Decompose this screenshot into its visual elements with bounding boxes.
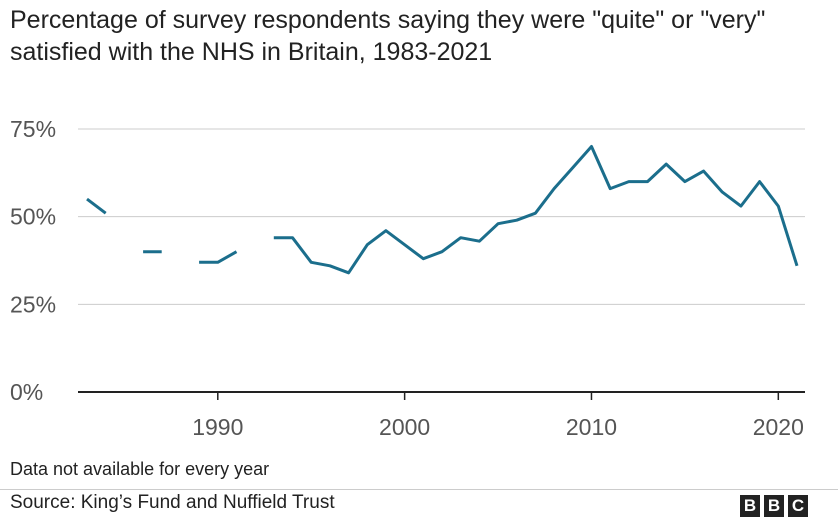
y-tick-label: 25%: [10, 291, 56, 317]
logo-letter-b2: B: [764, 495, 784, 517]
series-line-segment: [273, 145, 799, 275]
bbc-logo: B B C: [740, 495, 808, 517]
source-credit: Source: King’s Fund and Nuffield Trust: [10, 492, 335, 513]
series-line-segment: [199, 250, 238, 264]
y-tick-label: 75%: [10, 116, 56, 142]
y-axis-ticks: 0% 25% 50% 75%: [10, 116, 56, 405]
y-tick-label: 50%: [10, 204, 56, 230]
series-lines: [86, 145, 799, 275]
logo-letter-b1: B: [740, 495, 760, 517]
footer-divider: [0, 489, 838, 490]
x-tick-label: 2000: [379, 414, 430, 440]
x-tick-label: 1990: [192, 414, 243, 440]
x-tick-label: 2020: [753, 414, 804, 440]
data-note: Data not available for every year: [10, 459, 270, 479]
chart-title: Percentage of survey respondents saying …: [10, 6, 766, 66]
x-axis-ticks: 1990 2000 2010 2020: [192, 392, 804, 440]
gridlines: [78, 128, 805, 393]
y-tick-label: 0%: [10, 379, 43, 405]
logo-letter-c: C: [788, 495, 808, 517]
series-line-segment: [86, 197, 107, 215]
x-tick-label: 2010: [566, 414, 617, 440]
